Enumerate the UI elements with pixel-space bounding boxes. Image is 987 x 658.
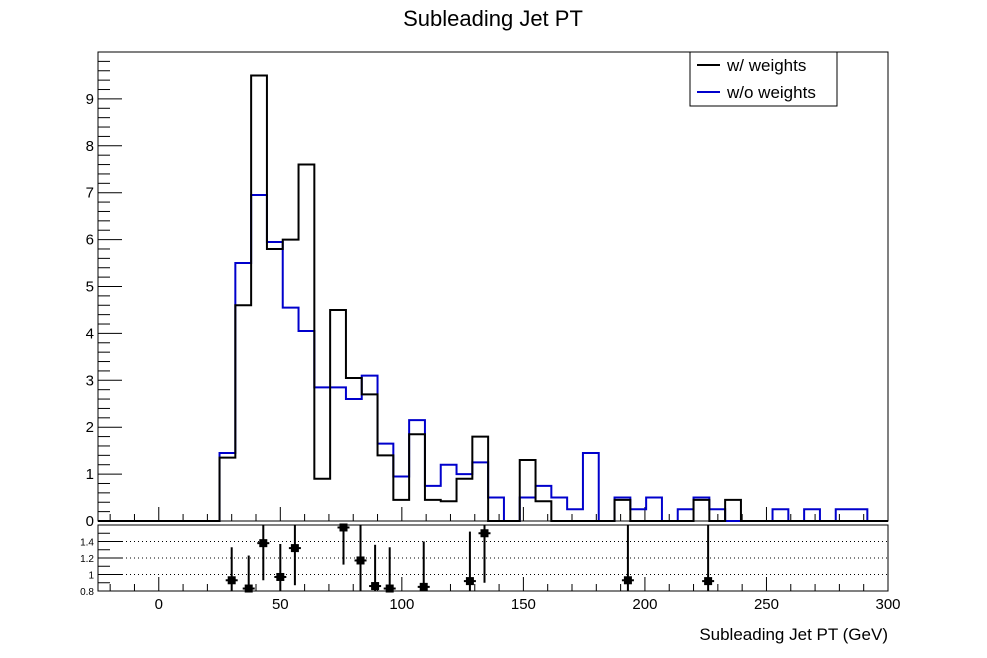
main-y-tick-label: 0 xyxy=(86,513,94,530)
main-y-tick-label: 7 xyxy=(86,185,94,202)
ratio-points xyxy=(225,523,715,593)
ratio-point xyxy=(257,525,270,581)
ratio-point xyxy=(225,547,238,591)
ratio-marker xyxy=(371,582,380,591)
ratio-point xyxy=(369,544,382,591)
legend-label-unweighted: w/o weights xyxy=(726,83,816,102)
ratio-y-tick-label: 1 xyxy=(88,571,94,582)
ratio-point xyxy=(478,525,491,583)
x-tick-label: 200 xyxy=(632,596,657,613)
x-tick-label: 150 xyxy=(511,596,536,613)
main-y-tick-label: 2 xyxy=(86,419,94,436)
ratio-y-axis: 0.8 1 1.2 1.4 xyxy=(80,524,122,598)
ratio-point xyxy=(354,525,367,591)
main-y-tick-label: 1 xyxy=(86,466,94,483)
ratio-point xyxy=(463,531,476,591)
ratio-point xyxy=(274,543,287,591)
ratio-y-tick-label: 1.4 xyxy=(80,538,94,549)
ratio-marker xyxy=(623,576,632,585)
main-y-axis: 0 1 2 3 4 5 6 7 8 9 xyxy=(86,60,122,530)
main-y-tick-label: 9 xyxy=(86,91,94,108)
ratio-point xyxy=(417,541,430,591)
main-y-tick-label: 8 xyxy=(86,138,94,155)
x-tick-label: 50 xyxy=(272,596,289,613)
histogram-weighted xyxy=(98,74,888,522)
x-tick-label: 300 xyxy=(875,596,900,613)
ratio-marker xyxy=(356,556,365,565)
ratio-marker xyxy=(385,584,394,593)
ratio-marker xyxy=(290,544,299,553)
ratio-plot-frame xyxy=(97,524,889,592)
ratio-point xyxy=(702,525,715,591)
x-axis: 0 50 100 150 200 250 300 xyxy=(109,507,901,613)
ratio-y-tick-label: 0.8 xyxy=(80,587,94,598)
ratio-marker xyxy=(227,576,236,585)
x-tick-label: 250 xyxy=(754,596,779,613)
main-y-tick-label: 6 xyxy=(86,232,94,249)
ratio-marker xyxy=(244,584,253,593)
main-y-tick-label: 5 xyxy=(86,279,94,296)
ratio-point xyxy=(242,555,255,593)
ratio-marker xyxy=(465,577,474,586)
ratio-marker xyxy=(259,539,268,548)
histogram-series xyxy=(98,74,888,522)
ratio-point xyxy=(288,525,301,586)
ratio-gridlines xyxy=(98,541,888,575)
legend-label-weighted: w/ weights xyxy=(726,56,806,75)
main-plot-frame xyxy=(97,51,889,522)
ratio-marker xyxy=(419,582,428,591)
x-tick-label: 0 xyxy=(155,596,163,613)
legend: w/ weights w/o weights xyxy=(689,51,838,107)
ratio-marker xyxy=(704,577,713,586)
ratio-point xyxy=(337,523,350,565)
main-y-tick-label: 3 xyxy=(86,372,94,389)
chart-title: Subleading Jet PT xyxy=(403,6,583,31)
histogram-unweighted xyxy=(98,194,888,522)
main-y-tick-label: 4 xyxy=(86,325,94,342)
ratio-marker xyxy=(276,572,285,581)
ratio-point xyxy=(621,525,634,591)
legend-box xyxy=(689,51,838,107)
ratio-marker xyxy=(480,529,489,538)
ratio-y-tick-label: 1.2 xyxy=(80,554,94,565)
x-tick-label: 100 xyxy=(389,596,414,613)
x-axis-title: Subleading Jet PT (GeV) xyxy=(699,625,888,644)
ratio-point xyxy=(383,547,396,593)
ratio-marker xyxy=(339,523,348,532)
